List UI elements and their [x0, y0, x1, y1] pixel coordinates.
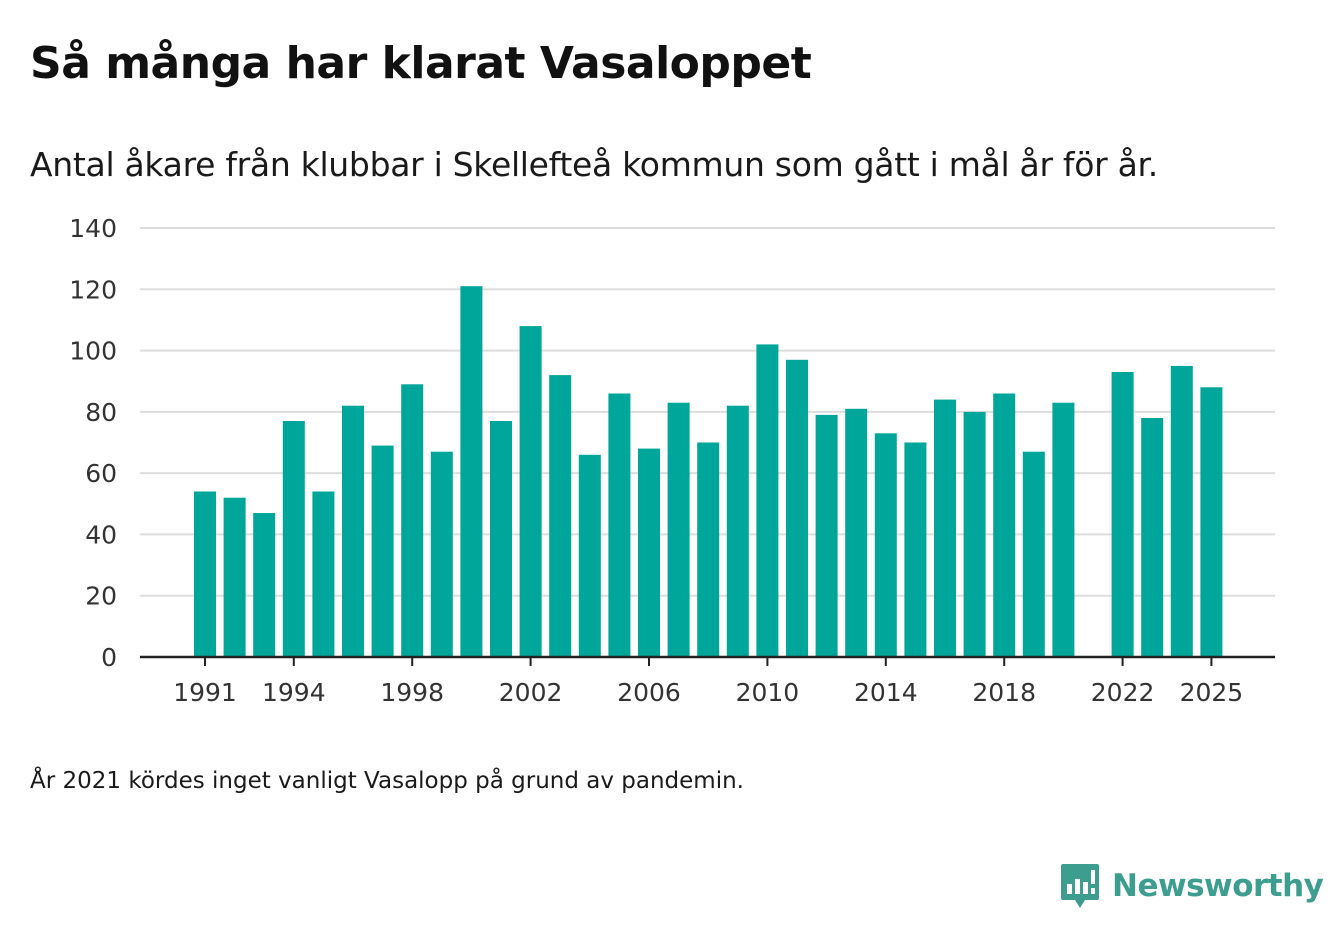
y-tick-label-80: 80 [85, 398, 117, 427]
bar-2012 [815, 414, 838, 657]
x-tick-label-2002: 2002 [499, 678, 563, 707]
bar-2006 [638, 448, 660, 657]
y-tick-label-40: 40 [85, 520, 117, 549]
bar-2019 [1022, 451, 1045, 657]
bar-2002 [519, 326, 542, 657]
x-tick-label-2025: 2025 [1180, 678, 1244, 707]
newsworthy-logo: Newsworthy [1060, 862, 1324, 910]
bar-1998 [401, 384, 424, 657]
x-tick-label-2018: 2018 [972, 678, 1036, 707]
bar-chart: 0 20 40 60 80 100 120 140 1991 1994 1998 2002 2006 20… [69, 214, 1275, 707]
bar-2005 [608, 393, 631, 657]
y-tick-label-120: 120 [69, 275, 117, 304]
bar-2003 [549, 375, 572, 657]
chart-area: 0 20 40 60 80 100 120 140 1991 1994 1998 2002 2006 20… [0, 200, 1340, 730]
bar-1994 [282, 421, 305, 657]
bar-2000 [460, 286, 483, 657]
x-tick-label-1991: 1991 [173, 678, 237, 707]
x-tick-label-2014: 2014 [854, 678, 918, 707]
bar-1991 [194, 491, 216, 657]
bar-2018 [993, 393, 1016, 657]
bar-2016 [934, 399, 956, 657]
bar-2007 [667, 402, 690, 657]
y-tick-label-60: 60 [85, 459, 117, 488]
bar-2022 [1111, 372, 1134, 657]
bar-2024 [1170, 365, 1193, 657]
bar-2023 [1141, 418, 1164, 657]
bar-2025 [1200, 387, 1223, 657]
bar-1996 [342, 405, 364, 657]
y-tick-label-0: 0 [101, 643, 117, 672]
bar-2014 [874, 433, 897, 657]
chart-footnote: År 2021 kördes inget vanligt Vasalopp på… [30, 768, 744, 794]
y-tick-label-100: 100 [69, 337, 117, 366]
bar-2017 [963, 411, 986, 657]
newsworthy-logo-icon [1061, 864, 1099, 908]
chart-subtitle: Antal åkare från klubbar i Skellefteå ko… [30, 145, 1158, 184]
bar-1995 [312, 491, 335, 657]
bar-1999 [430, 451, 453, 657]
bar-1993 [253, 513, 276, 657]
y-tick-label-140: 140 [69, 214, 117, 243]
x-tick-label-1994: 1994 [262, 678, 326, 707]
bar-2013 [845, 408, 868, 657]
brand-name: Newsworthy [1112, 868, 1324, 904]
y-tick-label-20: 20 [85, 582, 117, 611]
bar-1997 [371, 445, 394, 657]
x-tick-label-2010: 2010 [736, 678, 800, 707]
bar-2009 [726, 405, 749, 657]
bar-2004 [578, 454, 601, 657]
x-tick-label-2022: 2022 [1091, 678, 1155, 707]
bar-2015 [904, 442, 927, 657]
bar-2001 [490, 421, 512, 657]
bar-2008 [697, 442, 720, 657]
x-tick-label-1998: 1998 [380, 678, 444, 707]
bar-2011 [786, 359, 808, 657]
x-tick-label-2006: 2006 [617, 678, 681, 707]
chart-title: Så många har klarat Vasaloppet [30, 38, 812, 89]
bar-1992 [223, 497, 246, 657]
bar-2010 [756, 344, 779, 657]
bar-2020 [1052, 402, 1075, 657]
